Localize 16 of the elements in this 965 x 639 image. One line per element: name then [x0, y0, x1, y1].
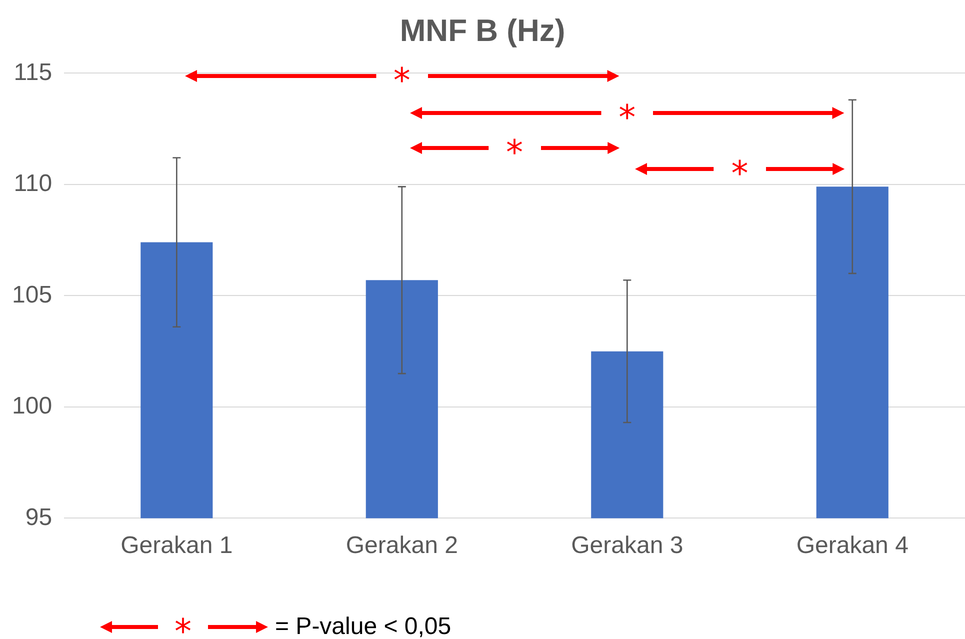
x-tick-label: Gerakan 4: [796, 532, 908, 560]
y-tick-label: 95: [25, 504, 52, 531]
text: *: [174, 612, 192, 639]
y-tick-label: 100: [12, 392, 52, 420]
chart-title: MNF B (Hz): [400, 13, 566, 48]
y-tick-label: 110: [14, 170, 52, 198]
x-tick-label: Gerakan 3: [571, 532, 684, 560]
annotation: *: [393, 61, 410, 102]
x-tick-label: Gerakan 2: [346, 532, 458, 560]
y-tick-label: 115: [14, 58, 52, 86]
annotation: *: [731, 154, 748, 194]
annotation: *: [506, 133, 524, 174]
x-tick-label: Gerakan 1: [120, 532, 233, 560]
text: = P-value < 0,05: [275, 613, 452, 639]
y-tick-label: 105: [12, 281, 52, 308]
annotation: *: [618, 98, 636, 138]
